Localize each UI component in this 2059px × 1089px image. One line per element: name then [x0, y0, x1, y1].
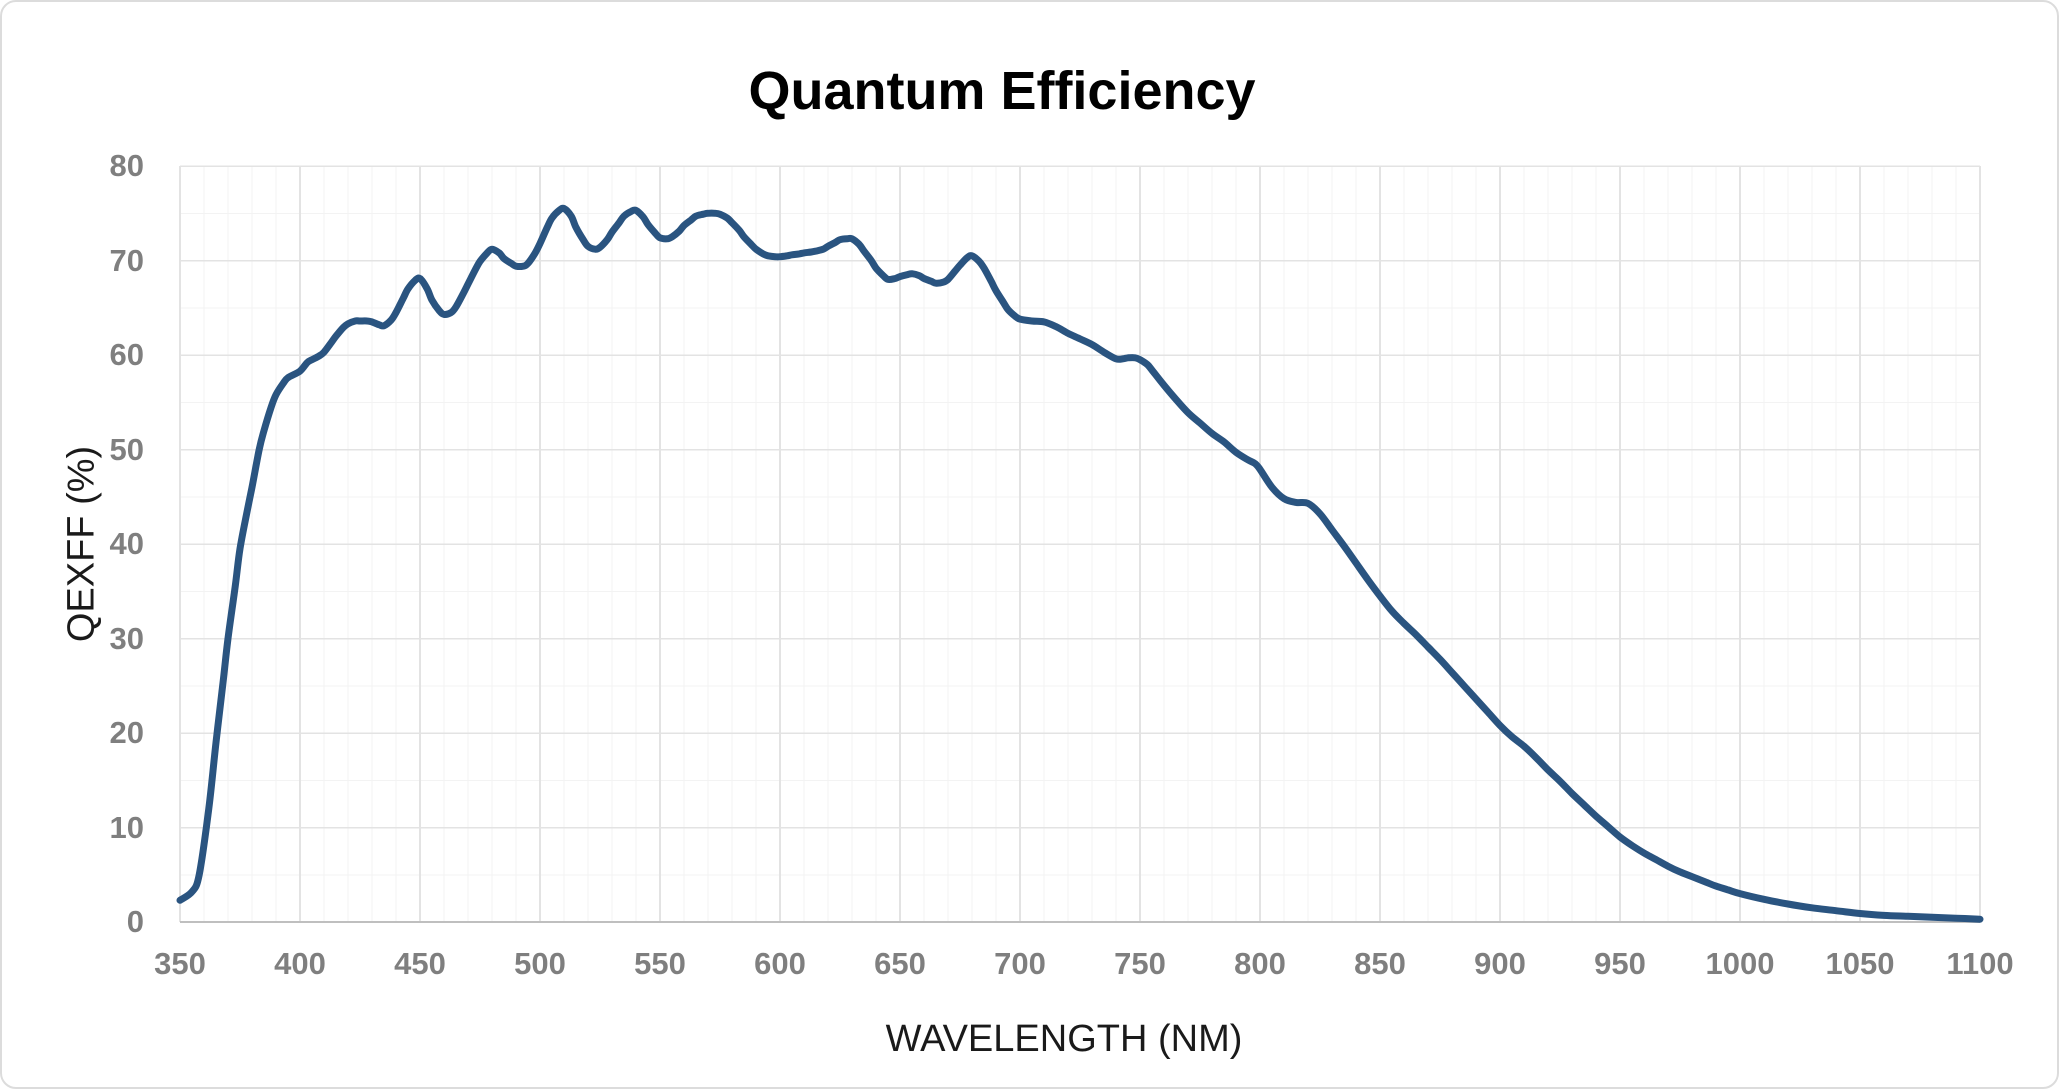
- y-tick-label: 40: [109, 526, 144, 561]
- x-tick-label: 350: [154, 946, 206, 981]
- y-tick-label: 80: [109, 148, 144, 183]
- x-tick-label: 800: [1234, 946, 1286, 981]
- x-tick-label: 850: [1354, 946, 1406, 981]
- x-tick-label: 1100: [1946, 946, 2014, 981]
- y-tick-label: 0: [126, 904, 144, 939]
- x-tick-label: 950: [1594, 946, 1646, 981]
- x-tick-label: 1000: [1705, 946, 1775, 981]
- x-tick-label: 700: [994, 946, 1046, 981]
- qe-curve: [176, 204, 1984, 923]
- y-tick-label: 30: [109, 620, 144, 656]
- x-tick-label: 750: [1114, 946, 1166, 981]
- x-tick-label: 550: [634, 946, 686, 981]
- major-gridlines: [179, 165, 1981, 922]
- chart-title: Quantum Efficiency: [748, 61, 1256, 121]
- y-tick-label: 20: [109, 715, 144, 750]
- x-axis-title: WAVELENGTH (NM): [885, 1018, 1243, 1060]
- x-tick-label: 450: [394, 946, 446, 981]
- x-tick-label: 900: [1474, 946, 1526, 981]
- x-tick-label: 650: [874, 946, 926, 981]
- y-tick-label: 70: [109, 242, 144, 278]
- x-tick-label: 400: [274, 946, 326, 981]
- x-tick-label: 600: [754, 946, 806, 981]
- x-tick-label: 500: [514, 946, 566, 981]
- x-tick-label: 1050: [1825, 946, 1895, 981]
- y-tick-label: 50: [109, 431, 144, 467]
- y-tick-label: 60: [109, 337, 144, 372]
- y-tick-label: 10: [109, 809, 144, 845]
